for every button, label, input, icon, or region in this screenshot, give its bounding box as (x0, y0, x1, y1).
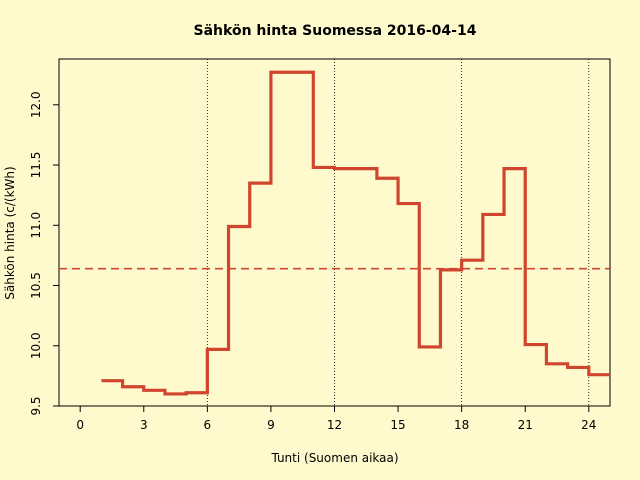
x-tick-label: 0 (76, 418, 84, 432)
y-tick-label: 10.5 (29, 272, 43, 299)
x-tick-label: 9 (267, 418, 275, 432)
x-tick-label: 24 (581, 418, 596, 432)
x-tick-label: 6 (204, 418, 212, 432)
y-tick-label: 12.0 (29, 91, 43, 118)
x-tick-label: 18 (454, 418, 469, 432)
price-step-line (101, 70, 610, 396)
x-tick-label: 12 (327, 418, 342, 432)
x-axis-label: Tunti (Suomen aikaa) (270, 451, 398, 465)
y-tick-label: 10.0 (29, 332, 43, 359)
y-tick-label: 11.0 (29, 212, 43, 239)
plot-area: 0 3 6 9 12 15 18 21 24 9.5 10.0 10.5 11.0 11.5 12.0 (29, 58, 611, 432)
x-tick-label: 3 (140, 418, 148, 432)
x-tick-label: 21 (518, 418, 533, 432)
y-tick-label: 9.5 (29, 396, 43, 415)
y-tick-label: 11.5 (29, 152, 43, 179)
x-tick-label: 15 (390, 418, 405, 432)
chart-title: Sähkön hinta Suomessa 2016-04-14 (194, 23, 477, 39)
y-axis-label: Sähkön hinta (c/(kWh) (3, 166, 17, 299)
